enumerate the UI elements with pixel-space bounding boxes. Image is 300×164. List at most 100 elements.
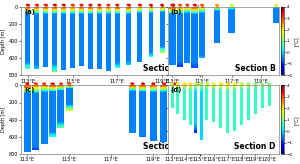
Bar [183, 91, 186, 92]
Bar [88, 46, 93, 48]
Bar [25, 45, 30, 46]
Bar [79, 19, 84, 20]
Bar [25, 54, 30, 56]
Bar [137, 38, 142, 39]
Bar [273, 8, 279, 9]
Bar [214, 38, 220, 39]
Bar [61, 53, 66, 54]
Bar [160, 89, 167, 90]
Bar [148, 47, 153, 48]
Bar [171, 18, 176, 19]
Bar [43, 20, 48, 21]
Bar [171, 47, 176, 48]
Bar [115, 22, 120, 23]
Bar [106, 62, 111, 63]
Bar [49, 99, 56, 100]
Bar [139, 91, 146, 92]
Bar [32, 134, 39, 136]
Bar [199, 50, 205, 51]
Bar [32, 96, 39, 97]
Bar [150, 136, 157, 137]
Bar [115, 57, 120, 58]
Bar [160, 25, 164, 26]
Bar [191, 63, 198, 65]
Bar [150, 131, 157, 132]
Bar [150, 132, 157, 133]
Bar [49, 101, 56, 102]
Bar [226, 97, 229, 98]
Bar [137, 46, 142, 47]
Bar [194, 109, 197, 110]
Bar [40, 122, 48, 123]
Bar [254, 97, 257, 98]
Bar [43, 52, 48, 54]
Bar [226, 116, 229, 117]
Bar [219, 109, 222, 110]
Bar [219, 127, 222, 128]
Bar [233, 124, 236, 125]
Bar [200, 120, 203, 121]
Bar [97, 56, 102, 57]
Bar [61, 27, 66, 28]
Bar [150, 103, 157, 104]
Bar [171, 117, 178, 118]
Bar [171, 126, 178, 127]
Bar [61, 35, 66, 36]
Bar [194, 120, 197, 121]
Bar [194, 110, 197, 111]
Bar [171, 9, 176, 10]
Bar [219, 97, 222, 98]
Bar [49, 136, 56, 137]
Bar [25, 25, 30, 26]
Bar [61, 9, 66, 10]
Bar [160, 18, 164, 19]
Bar [212, 96, 215, 97]
Bar [219, 111, 222, 112]
Bar [139, 127, 146, 128]
Bar [184, 50, 190, 51]
Bar [261, 88, 264, 89]
Bar [171, 46, 176, 47]
Bar [189, 103, 192, 104]
Bar [233, 92, 236, 93]
Bar [219, 110, 222, 111]
Bar [32, 123, 39, 124]
Bar [34, 61, 39, 62]
Bar [171, 30, 176, 31]
Bar [43, 28, 48, 29]
Bar [200, 132, 203, 133]
Bar [115, 7, 120, 8]
Bar [194, 89, 197, 90]
Bar [183, 94, 186, 95]
Bar [70, 13, 75, 14]
Bar [171, 122, 178, 123]
Bar [169, 39, 176, 40]
Bar [226, 99, 229, 100]
Bar [88, 31, 93, 32]
Bar [177, 14, 183, 15]
Bar [24, 90, 31, 91]
Bar [169, 58, 176, 59]
Bar [148, 21, 153, 22]
Bar [177, 32, 183, 33]
Bar [171, 32, 176, 33]
Bar [70, 63, 75, 65]
Bar [254, 100, 257, 101]
Bar [189, 97, 192, 98]
Bar [79, 47, 84, 48]
Bar [219, 123, 222, 124]
Bar [57, 87, 64, 88]
Bar [61, 37, 66, 38]
Bar [115, 26, 120, 27]
Bar [32, 87, 39, 89]
Bar [129, 88, 136, 89]
Bar [52, 49, 57, 50]
Bar [106, 31, 111, 32]
Bar [97, 35, 102, 36]
Bar [177, 56, 183, 57]
Bar [88, 65, 93, 66]
Bar [61, 23, 66, 24]
Bar [199, 22, 205, 23]
Bar [171, 22, 176, 23]
Bar [34, 50, 39, 51]
